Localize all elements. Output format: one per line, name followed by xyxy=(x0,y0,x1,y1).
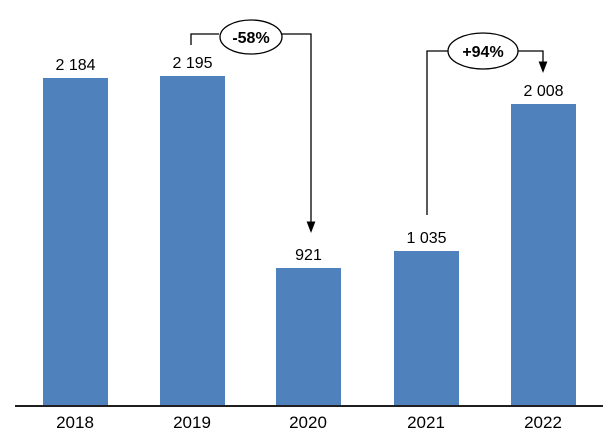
bar-2019 xyxy=(160,76,225,406)
bar-2018 xyxy=(43,78,108,406)
x-axis-line xyxy=(15,405,603,407)
bar-group-2022: 2 008 xyxy=(511,0,576,406)
bar-2020 xyxy=(276,268,341,406)
decrease-oval xyxy=(219,19,283,55)
x-tick-label-2021: 2021 xyxy=(407,413,445,432)
x-tick-label-2018: 2018 xyxy=(56,413,94,432)
decrease-percent-label: -58% xyxy=(232,30,269,47)
data-label-2022: 2 008 xyxy=(523,83,564,100)
data-label-2019: 2 195 xyxy=(172,55,213,72)
increase-percent-label: +94% xyxy=(462,44,503,61)
bar-group-2021: 1 035 xyxy=(394,0,459,406)
bar-2021 xyxy=(394,251,459,406)
x-tick-label-2020: 2020 xyxy=(289,413,327,432)
data-label-2021: 1 035 xyxy=(406,230,447,247)
data-label-2020: 921 xyxy=(295,247,322,264)
bar-group-2020: 921 xyxy=(276,0,341,406)
data-label-2018: 2 184 xyxy=(55,57,96,74)
bar-group-2019: 2 195 xyxy=(160,0,225,406)
x-tick-label-2019: 2019 xyxy=(173,413,211,432)
bar-group-2018: 2 184 xyxy=(43,0,108,406)
x-tick-label-2022: 2022 xyxy=(524,413,562,432)
bar-2022 xyxy=(511,104,576,406)
